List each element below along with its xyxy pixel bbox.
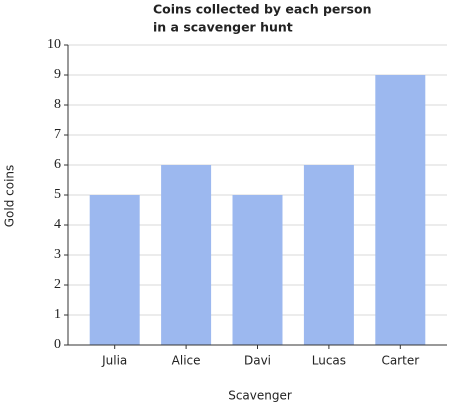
y-tick-label: 7 [54, 127, 61, 142]
y-tick-label: 1 [54, 307, 61, 322]
bar [161, 165, 212, 345]
x-axis-label: Scavenger [228, 389, 292, 403]
bar [232, 195, 283, 345]
x-tick-label: Carter [381, 354, 419, 368]
bar [89, 195, 140, 345]
y-tick-label: 6 [54, 157, 61, 172]
y-tick-label: 0 [54, 337, 61, 352]
bar [303, 165, 354, 345]
y-tick-label: 2 [54, 277, 61, 292]
x-tick-label: Alice [172, 354, 201, 368]
x-tick-label: Davi [244, 354, 271, 368]
y-tick-label: 3 [54, 247, 61, 262]
chart-title: in a scavenger hunt [153, 20, 293, 35]
x-tick-label: Julia [101, 354, 127, 368]
chart-title: Coins collected by each person [153, 2, 371, 17]
x-tick-label: Lucas [312, 354, 346, 368]
y-tick-label: 5 [54, 187, 61, 202]
y-tick-label: 9 [54, 67, 61, 82]
bar [375, 75, 426, 345]
y-axis-label: Gold coins [3, 165, 17, 228]
y-tick-label: 4 [54, 217, 61, 232]
y-tick-label: 8 [54, 97, 61, 112]
y-tick-label: 10 [47, 37, 61, 52]
